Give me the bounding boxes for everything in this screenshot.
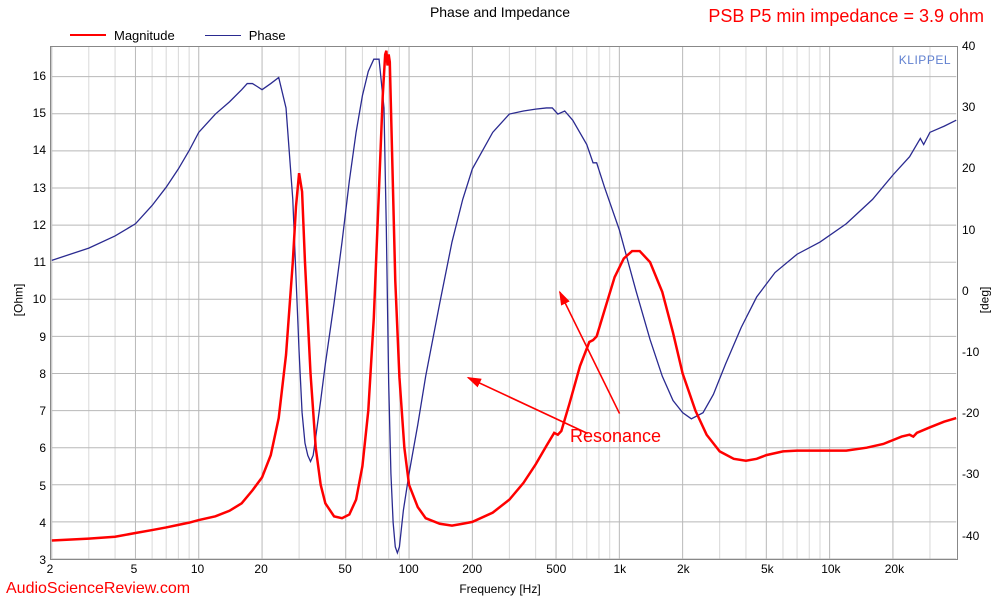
x-tick-label: 2 xyxy=(47,562,54,576)
x-tick-label: 50 xyxy=(338,562,351,576)
asr-watermark: AudioScienceReview.com xyxy=(6,580,190,598)
y-left-tick-label: 16 xyxy=(33,69,46,83)
legend-label: Magnitude xyxy=(114,28,175,43)
legend-label: Phase xyxy=(249,28,286,43)
y-left-tick-label: 11 xyxy=(34,255,46,269)
y-left-tick-label: 4 xyxy=(39,516,46,530)
y-right-tick-label: 10 xyxy=(962,223,975,237)
y-right-tick-label: 40 xyxy=(962,39,975,53)
x-tick-label: 5k xyxy=(761,562,774,576)
x-tick-label: 5 xyxy=(131,562,138,576)
y-left-tick-label: 7 xyxy=(39,404,46,418)
legend-item: Magnitude xyxy=(70,28,175,43)
x-tick-label: 10 xyxy=(191,562,204,576)
y-left-tick-label: 5 xyxy=(39,479,46,493)
y-left-tick-label: 12 xyxy=(33,218,46,232)
x-tick-label: 20k xyxy=(885,562,904,576)
y-right-tick-label: -10 xyxy=(962,345,979,359)
x-tick-label: 10k xyxy=(821,562,840,576)
x-tick-label: 200 xyxy=(462,562,482,576)
x-tick-label: 500 xyxy=(546,562,566,576)
y-left-tick-label: 6 xyxy=(39,441,46,455)
legend-swatch xyxy=(70,34,106,36)
y-axis-right-label: [deg] xyxy=(978,287,992,314)
y-right-tick-label: -20 xyxy=(962,406,979,420)
resonance-label: Resonance xyxy=(570,426,661,447)
chart-container: Phase and Impedance PSB P5 min impedance… xyxy=(0,0,1000,600)
y-axis-left-label: [Ohm] xyxy=(11,284,25,317)
y-left-tick-label: 3 xyxy=(39,553,46,567)
plot-area: KLIPPEL xyxy=(50,46,958,560)
annotation-layer xyxy=(51,47,957,559)
y-left-tick-label: 13 xyxy=(33,181,46,195)
header-annotation: PSB P5 min impedance = 3.9 ohm xyxy=(708,6,984,27)
y-right-tick-label: -30 xyxy=(962,467,979,481)
legend-swatch xyxy=(205,35,241,36)
y-left-tick-label: 10 xyxy=(33,292,46,306)
legend: Magnitude Phase xyxy=(70,24,316,43)
y-left-tick-label: 8 xyxy=(39,367,46,381)
x-tick-label: 20 xyxy=(254,562,267,576)
y-left-tick-label: 14 xyxy=(33,143,46,157)
y-right-tick-label: -40 xyxy=(962,529,979,543)
y-right-tick-label: 30 xyxy=(962,100,975,114)
legend-item: Phase xyxy=(205,28,286,43)
x-tick-label: 1k xyxy=(613,562,626,576)
annotation-arrow xyxy=(560,292,620,414)
y-right-tick-label: 20 xyxy=(962,161,975,175)
y-left-tick-label: 9 xyxy=(39,330,46,344)
klippel-watermark: KLIPPEL xyxy=(899,53,951,67)
y-left-tick-label: 15 xyxy=(33,106,46,120)
x-tick-label: 2k xyxy=(677,562,690,576)
y-right-tick-label: 0 xyxy=(962,284,969,298)
x-tick-label: 100 xyxy=(399,562,419,576)
